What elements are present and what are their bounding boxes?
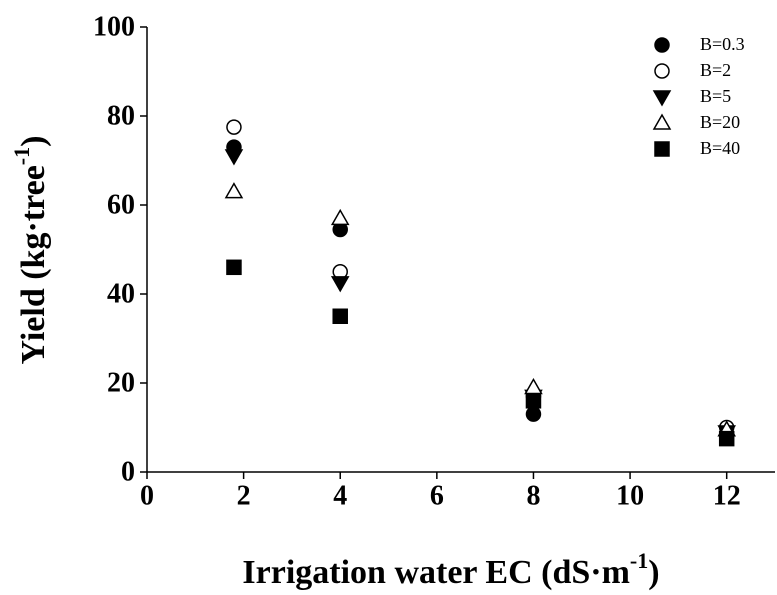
- x-tick-label: 4: [333, 480, 347, 511]
- legend-marker: [654, 63, 670, 79]
- y-tick-label: 20: [107, 367, 135, 398]
- point: [226, 119, 242, 135]
- legend-label: B=5: [700, 86, 731, 106]
- x-tick-label: 6: [430, 480, 444, 511]
- point: [224, 149, 244, 166]
- x-tick-label: 12: [713, 480, 741, 511]
- point: [332, 308, 348, 324]
- point: [330, 208, 350, 226]
- x-tick-label: 0: [140, 480, 154, 511]
- legend-marker: [654, 37, 670, 53]
- legend-marker: [652, 113, 672, 130]
- x-tick-label: 8: [526, 480, 540, 511]
- point: [525, 393, 542, 409]
- x-tick-label: 2: [237, 480, 251, 511]
- y-axis-label: Yield (kg·tree-1): [9, 136, 52, 365]
- legend-marker: [654, 141, 670, 157]
- x-tick-label: 10: [616, 480, 644, 511]
- point: [330, 276, 350, 293]
- point: [525, 406, 542, 422]
- y-tick-label: 40: [107, 278, 135, 309]
- point: [226, 259, 242, 276]
- point: [524, 377, 543, 395]
- y-tick-label: 80: [107, 100, 135, 131]
- y-tick-label: 0: [121, 456, 135, 487]
- legend-marker: [652, 90, 672, 107]
- legend-label: B=20: [700, 112, 740, 132]
- legend-label: B=0.3: [700, 34, 745, 54]
- y-tick-label: 100: [93, 11, 135, 42]
- legend-label: B=2: [700, 60, 731, 80]
- legend-label: B=40: [700, 138, 740, 158]
- point: [718, 430, 735, 447]
- point: [224, 182, 244, 199]
- y-tick-label: 60: [107, 189, 135, 220]
- x-axis-label: Irrigation water EC (dS·m-1): [242, 548, 659, 591]
